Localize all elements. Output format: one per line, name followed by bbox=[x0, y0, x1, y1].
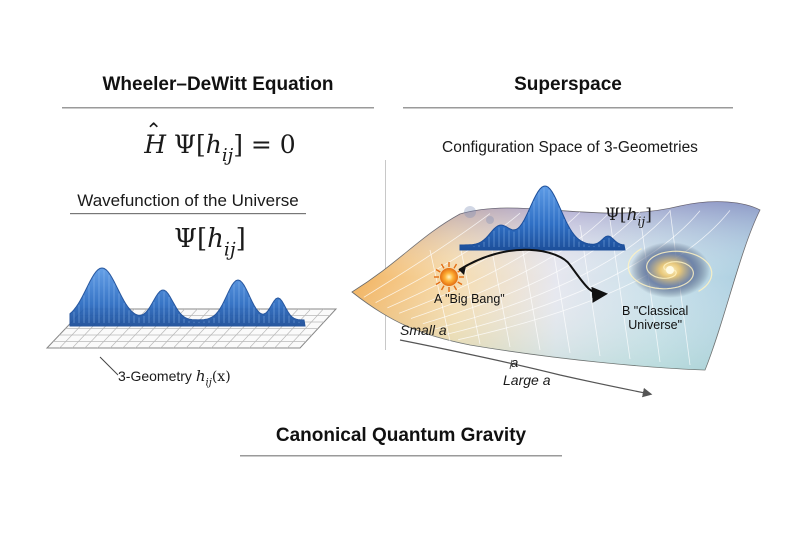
right-heading-rule bbox=[403, 107, 733, 109]
evolution-path bbox=[458, 248, 608, 303]
wavefunction-symbol: Ψ[hij] bbox=[100, 224, 320, 260]
left-heading: Wheeler–DeWitt Equation bbox=[102, 74, 334, 95]
footer-rule bbox=[240, 455, 562, 457]
point-b-label: B "Classical Universe" bbox=[622, 304, 688, 332]
wavefunction-h: h bbox=[207, 224, 224, 254]
superspace-psi-label: Ψ[hij] bbox=[605, 205, 652, 229]
equation-open-bracket: [ bbox=[195, 130, 206, 159]
axis-tick bbox=[509, 359, 513, 370]
superspace-h: h bbox=[626, 205, 638, 225]
wavefunction-subscript: ij bbox=[223, 239, 236, 261]
point-b-line1: B "Classical bbox=[622, 304, 689, 318]
wavefunction-caption: Wavefunction of the Universe bbox=[77, 191, 299, 210]
caption-rule bbox=[70, 213, 306, 215]
superspace-open-bracket: [ bbox=[619, 205, 627, 225]
wavefunction-close-bracket: ] bbox=[235, 224, 246, 254]
left-heading-rule bbox=[62, 107, 374, 109]
wavefunction-psi: Ψ bbox=[174, 224, 197, 254]
wheeler-dewitt-equation: ⌃ H Ψ[hij] = 0 bbox=[90, 118, 350, 167]
three-geometry-arg: (x) bbox=[211, 369, 231, 385]
superspace-wavefunction bbox=[459, 185, 626, 251]
hamiltonian-operator: H bbox=[144, 130, 167, 159]
equation-rhs: = 0 bbox=[250, 130, 296, 159]
evolution-path-arrow-start bbox=[459, 266, 466, 275]
left-wavefunction-surface bbox=[69, 267, 306, 327]
right-heading: Superspace bbox=[514, 74, 622, 95]
scale-factor-axis bbox=[399, 339, 653, 398]
footer-title: Canonical Quantum Gravity bbox=[275, 425, 527, 446]
small-a-label: Small a bbox=[400, 322, 447, 338]
three-geometry-h: h bbox=[195, 367, 206, 385]
hat-symbol: ⌃ bbox=[145, 118, 163, 142]
galaxy-icon bbox=[627, 242, 713, 298]
superspace-psi: Ψ bbox=[605, 205, 620, 225]
superspace-close-bracket: ] bbox=[645, 205, 652, 225]
three-geometry-label: 3-Geometry hij(x) bbox=[118, 367, 231, 389]
wavefunction-open-bracket: [ bbox=[196, 224, 208, 254]
equation-close-bracket: ] bbox=[233, 130, 243, 159]
equation-h: h bbox=[205, 130, 222, 159]
mid-a-label: a bbox=[511, 355, 519, 370]
three-geometry-text: 3-Geometry bbox=[118, 368, 196, 384]
superspace-subscript: ij bbox=[637, 214, 646, 229]
superspace-subtitle: Configuration Space of 3-Geometries bbox=[442, 139, 698, 156]
point-a-label: A "Big Bang" bbox=[434, 292, 505, 306]
panel-divider bbox=[385, 160, 386, 350]
equation-psi: Ψ bbox=[174, 130, 196, 159]
equation-subscript: ij bbox=[221, 145, 234, 167]
three-geometry-subscript: ij bbox=[205, 377, 212, 389]
large-a-label: Large a bbox=[503, 372, 551, 388]
point-b-line2: Universe" bbox=[628, 318, 683, 332]
axis-pointer-line bbox=[99, 356, 119, 376]
